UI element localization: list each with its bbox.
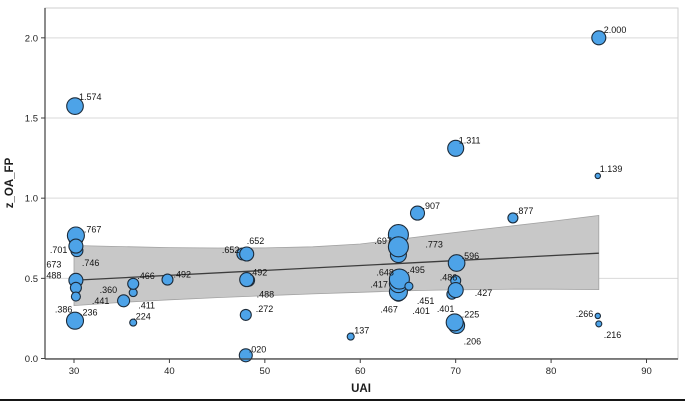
data-point	[70, 291, 81, 302]
data-point-label: .466	[137, 271, 155, 281]
data-point	[409, 205, 426, 221]
data-point-labels: .746 .673 .767 .701 .488 .441 .386 .236 1.574 .36…	[44, 25, 627, 354]
x-tick-label: 50	[260, 366, 271, 377]
data-point	[388, 268, 410, 290]
data-point	[239, 246, 255, 262]
data-point-label: .224	[133, 312, 151, 322]
data-point-label: .773	[425, 240, 443, 250]
data-point	[507, 212, 519, 224]
data-point-label: .652	[247, 236, 265, 246]
data-point	[65, 311, 85, 330]
data-point	[447, 139, 465, 157]
data-point	[161, 273, 174, 286]
data-point	[447, 282, 464, 299]
data-point	[129, 318, 138, 327]
data-point-label: .441	[92, 296, 110, 306]
data-point-label: .216	[604, 330, 622, 340]
axes	[41, 8, 678, 363]
x-tick-label: 90	[641, 366, 652, 377]
data-point	[346, 332, 355, 341]
data-point	[239, 272, 255, 288]
data-point-label: .272	[256, 304, 274, 314]
data-point-label: .907	[423, 201, 441, 211]
data-points	[65, 30, 607, 363]
data-point-label: .746	[82, 258, 100, 268]
data-point-label: .401	[412, 306, 430, 316]
data-point	[595, 320, 603, 328]
data-point	[68, 238, 84, 254]
data-point-label: .451	[417, 296, 435, 306]
data-point-label: 2.000	[604, 25, 627, 35]
data-point-label: .877	[516, 206, 534, 216]
y-tick-label: 0.5	[25, 274, 38, 285]
ci-band-polygon	[73, 215, 600, 307]
data-point-label: .701	[50, 245, 68, 255]
x-tick-label: 70	[450, 366, 461, 377]
y-axis-title: z_OA_FP	[4, 157, 16, 208]
x-tick-label: 30	[69, 366, 80, 377]
data-point-label: .266	[576, 309, 594, 319]
data-point-label: .486	[440, 273, 458, 283]
regression-line	[73, 252, 599, 281]
data-point	[594, 312, 602, 320]
data-point	[127, 277, 140, 290]
data-point	[117, 294, 131, 308]
data-point	[594, 172, 602, 180]
y-tick-label: 2.0	[25, 33, 38, 44]
y-tick-label: 1.0	[25, 194, 38, 205]
data-point	[447, 254, 466, 272]
data-point	[66, 97, 84, 115]
x-tick-label: 60	[355, 366, 366, 377]
data-point-label: .495	[407, 265, 425, 275]
data-point-label: .652	[222, 245, 240, 255]
x-tick-label: 80	[546, 366, 557, 377]
data-point-label: .427	[475, 288, 493, 298]
data-point-label: .673	[44, 260, 62, 270]
data-point-label: .697	[374, 236, 392, 246]
data-point	[404, 281, 414, 291]
data-point-label: .236	[80, 308, 98, 318]
data-point-label: 1.139	[600, 164, 623, 174]
data-point-label: .492	[174, 270, 192, 280]
fit-line	[73, 252, 599, 281]
data-point-label: .488	[44, 270, 62, 280]
data-point-label: .767	[84, 225, 102, 235]
x-axis-title: UAI	[351, 383, 371, 395]
data-point-label: .360	[100, 285, 118, 295]
tick-labels: 0.0 0.5 1.0 1.5 2.0 30 40 50 60 70 80 90	[25, 33, 652, 377]
data-point-label: .488	[257, 289, 275, 299]
data-point-label: .411	[138, 301, 155, 311]
data-point-label: .225	[462, 309, 480, 319]
y-tick-label: 1.5	[25, 113, 38, 124]
data-point-label: .401	[437, 304, 455, 314]
y-tick-label: 0.0	[25, 354, 38, 365]
data-point	[387, 236, 409, 258]
data-point	[239, 308, 252, 321]
data-point-label: .417	[370, 280, 388, 290]
data-point	[591, 30, 607, 46]
data-point-label: 1.574	[79, 92, 102, 102]
data-point-label: .137	[352, 326, 370, 336]
data-point-label: .206	[464, 337, 482, 347]
data-point	[445, 313, 464, 332]
data-point-label: .467	[380, 305, 398, 315]
data-point-label: .386	[55, 305, 73, 315]
data-point-label: .648	[376, 268, 394, 278]
data-point-label: .020	[249, 344, 267, 354]
data-point-label: .492	[250, 268, 268, 278]
x-tick-label: 40	[164, 366, 175, 377]
data-point-label: 1.311	[459, 135, 481, 145]
data-point-label: .596	[462, 251, 480, 261]
confidence-band	[73, 215, 600, 307]
